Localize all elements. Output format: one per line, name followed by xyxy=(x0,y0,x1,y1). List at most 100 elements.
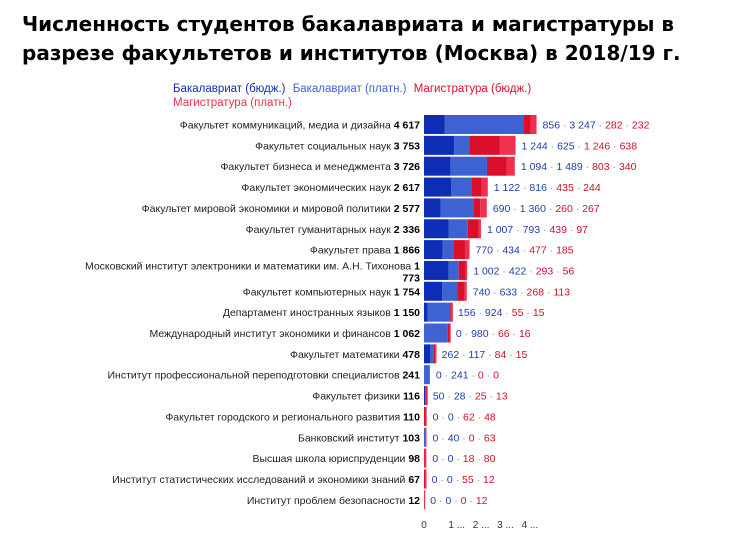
value-label: 260 xyxy=(555,203,573,215)
value-labels: 740 · 633 · 268 · 113 xyxy=(473,286,571,298)
value-label: 3 247 xyxy=(569,120,595,132)
bar-segment xyxy=(430,344,433,363)
value-label: 1 489 xyxy=(556,161,582,173)
x-tick-label: 4 ... xyxy=(522,520,539,531)
category-label: Московский институт электроники и матема… xyxy=(85,260,420,272)
value-label: 690 xyxy=(493,203,511,215)
bar-segment xyxy=(445,115,524,134)
category-label: Факультет гуманитарных наук 2 336 xyxy=(246,224,421,236)
x-tick-label: 1 ... xyxy=(448,520,465,531)
value-label: 63 xyxy=(484,432,496,444)
bar-segment xyxy=(424,324,448,343)
x-tick-label: 3 ... xyxy=(497,520,514,531)
value-label: 80 xyxy=(484,453,496,465)
category-label: Факультет математики 478 xyxy=(290,349,420,361)
value-label: 232 xyxy=(632,120,650,132)
value-labels: 0 · 0 · 62 · 48 xyxy=(433,411,496,423)
bar-segment xyxy=(450,303,451,322)
category-label: Факультет компьютерных наук 1 754 xyxy=(243,286,420,298)
value-label: 435 xyxy=(556,182,574,194)
value-label: 50 xyxy=(433,391,445,403)
bar-segment xyxy=(424,282,442,301)
bar-segment xyxy=(424,178,451,197)
bar-segment xyxy=(454,136,469,155)
value-label: 477 xyxy=(529,245,547,257)
value-label: 980 xyxy=(471,328,489,340)
bar-segment xyxy=(424,469,425,488)
bar-segment xyxy=(471,178,482,197)
value-labels: 0 · 40 · 0 · 63 xyxy=(433,432,496,444)
bar-segment xyxy=(531,115,537,134)
bar-segment xyxy=(524,115,531,134)
bar-segment xyxy=(424,344,430,363)
value-label: 62 xyxy=(463,411,475,423)
value-label: 18 xyxy=(463,453,475,465)
bar-segment xyxy=(424,136,454,155)
value-label: 12 xyxy=(483,474,495,486)
value-label: 740 xyxy=(473,286,491,298)
value-label: 422 xyxy=(509,265,527,277)
bar-segment xyxy=(442,282,457,301)
value-labels: 0 · 241 · 0 · 0 xyxy=(436,370,499,382)
bar-segment xyxy=(465,240,470,259)
value-labels: 262 · 117 · 84 · 15 xyxy=(442,349,528,361)
category-label: Факультет физики 116 xyxy=(312,391,420,403)
bar-segment xyxy=(425,428,427,447)
value-label: 25 xyxy=(475,391,487,403)
value-labels: 0 · 980 · 66 · 16 xyxy=(456,328,531,340)
value-labels: 856 · 3 247 · 282 · 232 xyxy=(543,120,650,132)
x-tick-label: 0 xyxy=(421,520,427,531)
bar-segment xyxy=(459,261,466,280)
value-label: 12 xyxy=(476,495,488,507)
bar-segment xyxy=(507,157,515,176)
bar-segment xyxy=(424,386,425,405)
category-label: Институт профессиональной переподготовки… xyxy=(108,370,421,382)
bar-segment xyxy=(449,324,450,343)
bar-segment xyxy=(424,490,425,509)
bar-segment xyxy=(424,240,443,259)
bar-segment xyxy=(487,157,507,176)
value-label: 924 xyxy=(485,307,503,319)
value-label: 638 xyxy=(620,140,638,152)
value-label: 1 244 xyxy=(521,140,547,152)
value-label: 156 xyxy=(458,307,476,319)
bar-segment xyxy=(424,219,449,238)
value-label: 262 xyxy=(442,349,460,361)
value-label: 293 xyxy=(536,265,554,277)
category-label: Факультет мировой экономики и мировой по… xyxy=(142,203,420,215)
bar-segment xyxy=(452,303,453,322)
value-label: 84 xyxy=(495,349,507,361)
value-label: 1 007 xyxy=(487,224,513,236)
bar-segment xyxy=(426,407,427,426)
value-labels: 0 · 0 · 55 · 12 xyxy=(432,474,495,486)
bar-segment xyxy=(424,303,428,322)
value-label: 816 xyxy=(529,182,547,194)
value-label: 625 xyxy=(557,140,575,152)
value-label: 434 xyxy=(502,245,520,257)
value-label: 1 094 xyxy=(521,161,547,173)
value-label: 267 xyxy=(582,203,600,215)
x-tick-label: 2 ... xyxy=(473,520,490,531)
value-label: 56 xyxy=(563,265,575,277)
value-label: 803 xyxy=(592,161,610,173)
bar-segment xyxy=(424,407,426,426)
value-label: 1 246 xyxy=(584,140,610,152)
category-label: Факультет коммуникаций, медиа и дизайна … xyxy=(180,120,420,132)
bar-segment xyxy=(474,198,480,217)
value-label: 633 xyxy=(500,286,518,298)
bar-segment xyxy=(424,198,441,217)
value-labels: 770 · 434 · 477 · 185 xyxy=(475,245,573,257)
category-label: Высшая школа юриспруденции 98 xyxy=(252,453,420,465)
value-label: 340 xyxy=(619,161,637,173)
value-label: 793 xyxy=(523,224,541,236)
value-label: 113 xyxy=(553,286,570,298)
category-label: Факультет социальных наук 3 753 xyxy=(255,140,420,152)
bar-segment xyxy=(427,386,428,405)
value-label: 97 xyxy=(576,224,588,236)
bar-segment xyxy=(451,178,471,197)
value-label: 244 xyxy=(583,182,601,194)
value-label: 15 xyxy=(516,349,528,361)
bar-segment xyxy=(424,449,426,468)
value-label: 856 xyxy=(543,120,561,132)
category-label: Факультет права 1 866 xyxy=(310,245,420,257)
